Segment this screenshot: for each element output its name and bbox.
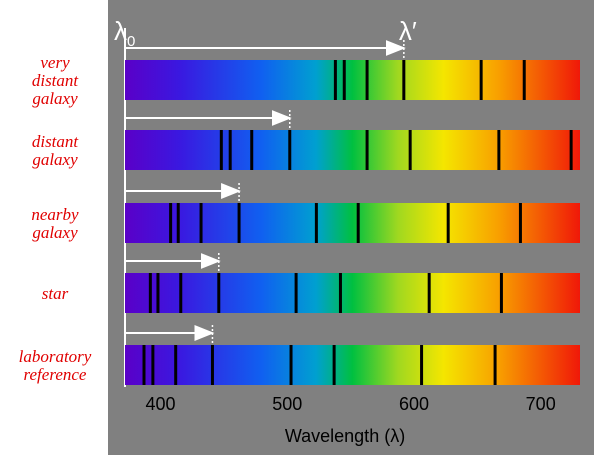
row-label: distant [32, 132, 80, 151]
lambda0-label: λ0 [114, 16, 135, 50]
row-label: galaxy [32, 150, 78, 169]
row-label: nearby [31, 205, 79, 224]
row-label: star [42, 284, 69, 303]
lambda-prime-label: λ′ [399, 16, 417, 46]
row-label: laboratory [19, 347, 92, 366]
tick-label: 600 [399, 394, 429, 414]
row-label: distant [32, 71, 80, 90]
row-label: galaxy [32, 89, 78, 108]
row-label: galaxy [32, 223, 78, 242]
spectrum [125, 60, 580, 100]
spectrum [125, 203, 580, 243]
row-label: reference [24, 365, 87, 384]
spectrum [125, 130, 580, 170]
tick-label: 400 [145, 394, 175, 414]
spectrum [125, 273, 580, 313]
tick-label: 500 [272, 394, 302, 414]
row-label: very [40, 53, 70, 72]
tick-label: 700 [526, 394, 556, 414]
spectrum [125, 345, 580, 385]
axis-title: Wavelength (λ) [285, 426, 405, 446]
